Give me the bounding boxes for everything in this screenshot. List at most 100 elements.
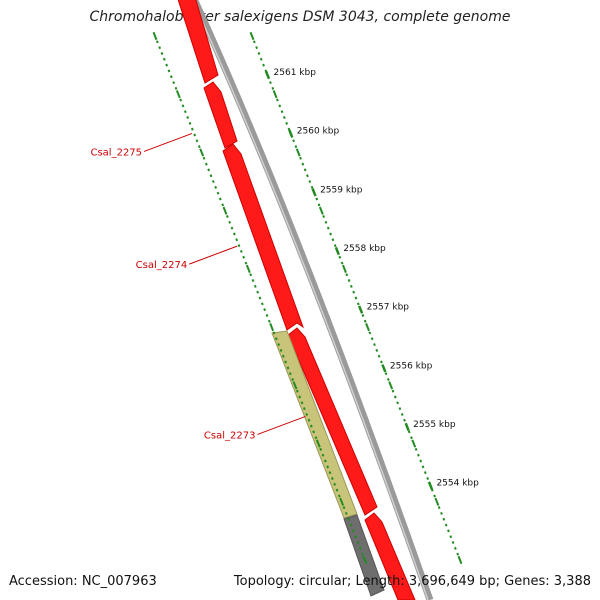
tick-mark: [244, 261, 248, 265]
accession-label: Accession: NC_007963: [9, 574, 157, 589]
kbp-label: 2559 kbp: [320, 185, 363, 195]
tick-mark: [354, 535, 358, 539]
tick-mark: [410, 436, 413, 440]
tick-mark: [160, 51, 164, 55]
kbp-tick: [357, 305, 364, 314]
tick-mark: [454, 546, 457, 550]
tick-mark: [230, 226, 234, 230]
tick-mark: [321, 453, 325, 457]
tick-mark: [326, 226, 330, 230]
tick-mark: [356, 541, 360, 545]
kbp-tick: [288, 129, 294, 138]
tick-mark: [354, 296, 358, 300]
gene-label[interactable]: Csal_2274: [136, 260, 188, 271]
tick-mark: [318, 206, 324, 215]
genome-summary-label: Topology: circular; Length: 3,696,649 bp…: [233, 574, 591, 589]
tick-mark: [292, 381, 298, 390]
tick-mark: [338, 255, 342, 259]
gene-label[interactable]: Csal_2275: [90, 147, 142, 158]
tick-mark: [188, 121, 192, 125]
tick-mark: [344, 511, 348, 515]
tick-mark: [298, 395, 302, 399]
tick-mark: [228, 220, 232, 224]
tick-mark: [433, 494, 436, 498]
cds-arrow[interactable]: [364, 512, 416, 600]
tick-mark: [278, 104, 282, 108]
tick-mark: [451, 541, 455, 545]
tick-mark: [252, 40, 256, 44]
tick-mark: [398, 407, 402, 411]
tick-mark: [269, 81, 272, 85]
tick-mark: [388, 381, 394, 390]
reverse-cds-block[interactable]: [271, 330, 358, 519]
tick-mark: [222, 206, 228, 215]
tick-mark: [276, 98, 279, 102]
tick-mark: [403, 418, 406, 422]
tick-mark: [349, 523, 353, 527]
tick-mark: [235, 238, 239, 242]
tick-mark: [370, 337, 374, 341]
tick-mark: [158, 46, 162, 50]
tick-mark: [249, 31, 255, 41]
tick-mark: [204, 162, 208, 166]
tick-mark: [442, 517, 446, 521]
kbp-label: 2556 kbp: [390, 361, 433, 371]
tick-mark: [315, 197, 319, 201]
tick-mark: [155, 40, 159, 44]
tick-mark: [324, 220, 328, 224]
tick-mark: [295, 389, 299, 393]
tick-mark: [237, 244, 241, 248]
gene-label[interactable]: Csal_2273: [204, 430, 256, 441]
tick-mark: [300, 401, 304, 405]
tick-mark: [317, 203, 321, 207]
tick-mark: [319, 447, 323, 451]
tick-mark: [323, 459, 327, 463]
tick-mark: [335, 488, 339, 492]
tick-mark: [269, 323, 275, 332]
cds-arrow[interactable]: [222, 143, 304, 331]
tick-mark: [373, 343, 376, 347]
tick-mark: [456, 552, 460, 556]
tick-mark: [239, 249, 243, 253]
tick-mark: [426, 477, 430, 480]
tick-mark: [225, 215, 229, 218]
tick-mark: [315, 439, 321, 448]
kbp-tick: [311, 188, 317, 197]
tick-mark: [267, 319, 271, 323]
tick-mark: [322, 215, 326, 218]
tick-mark: [333, 244, 337, 248]
tick-mark: [301, 162, 305, 166]
tick-mark: [216, 191, 220, 195]
tick-mark: [303, 168, 307, 172]
backbone-ring-highlight: [191, 0, 429, 600]
tick-mark: [183, 110, 187, 114]
kbp-tick: [404, 422, 410, 432]
gene-label-leader: [189, 245, 238, 265]
cds-arrow[interactable]: [203, 81, 238, 149]
cds-arrow[interactable]: [175, 0, 219, 84]
tick-mark: [197, 145, 201, 149]
tick-mark: [396, 401, 399, 405]
tick-mark: [423, 471, 427, 475]
tick-mark: [309, 424, 313, 428]
kbp-label: 2557 kbp: [367, 303, 410, 313]
tick-mark: [172, 81, 176, 85]
tick-mark: [232, 232, 236, 236]
tick-mark: [356, 302, 360, 306]
tick-mark: [282, 116, 286, 119]
tick-mark: [284, 360, 288, 364]
tick-mark: [393, 395, 397, 399]
tick-mark: [419, 459, 423, 463]
tick-mark: [209, 174, 213, 178]
tick-mark: [421, 465, 425, 469]
tick-mark: [337, 494, 341, 498]
tick-mark: [167, 69, 171, 73]
tick-mark: [391, 389, 395, 393]
cds-arrow[interactable]: [287, 327, 378, 516]
tick-mark: [295, 148, 301, 157]
tick-mark: [361, 552, 365, 556]
tick-mark: [362, 555, 368, 565]
gene-label-leader: [257, 415, 306, 435]
tick-mark: [265, 313, 269, 317]
grey-feature-block[interactable]: [343, 514, 385, 597]
